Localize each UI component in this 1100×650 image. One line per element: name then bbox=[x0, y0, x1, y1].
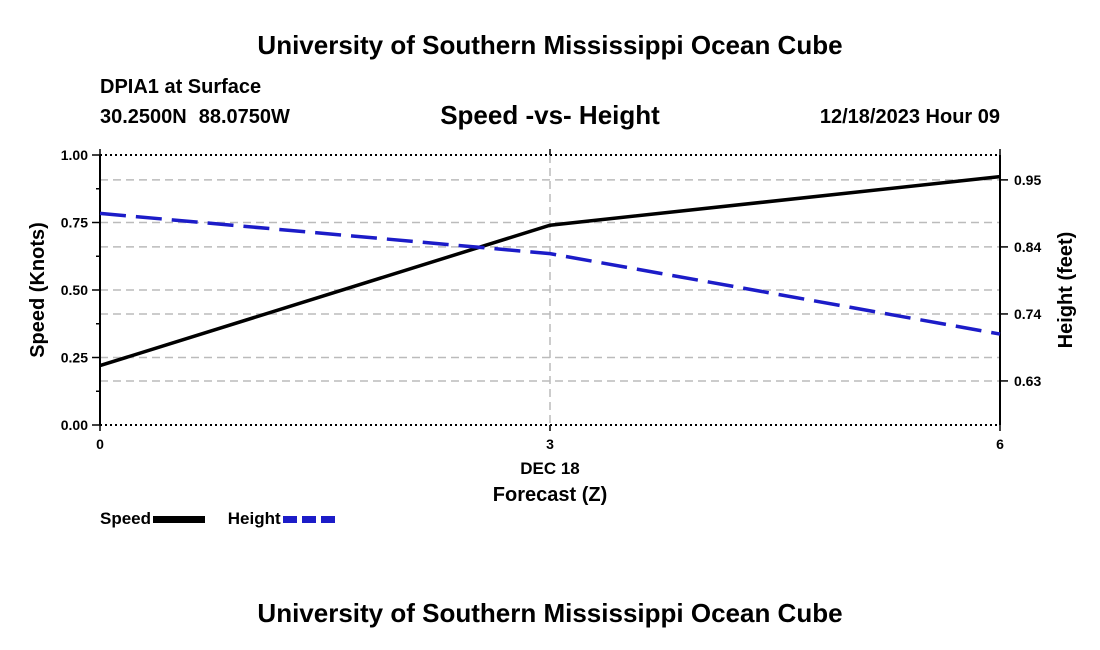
axis-labels: DEC 18 Forecast (Z) Speed (Knots) Height… bbox=[27, 222, 1077, 506]
y-axis-right-title: Height (feet) bbox=[1055, 232, 1077, 349]
page-title: University of Southern Mississippi Ocean… bbox=[257, 30, 843, 60]
y-right-tick-label: 0.63 bbox=[1014, 373, 1041, 389]
chart-title: Speed -vs- Height bbox=[440, 100, 660, 130]
y-right-tick-label: 0.74 bbox=[1014, 306, 1041, 322]
station-label: DPIA1 at Surface bbox=[100, 76, 262, 98]
x-tick-label: 6 bbox=[996, 436, 1004, 452]
forecast-datetime: 12/18/2023 Hour 09 bbox=[819, 106, 1000, 128]
legend: Speed Height bbox=[100, 509, 353, 529]
legend-item-height: Height bbox=[228, 509, 335, 529]
legend-item-speed: Speed bbox=[100, 509, 206, 529]
x-tick-label: 0 bbox=[96, 436, 104, 452]
legend-height-label: Height bbox=[227, 509, 281, 528]
y-left-tick-label: 0.00 bbox=[61, 417, 88, 433]
grid bbox=[100, 155, 1000, 425]
y-right-tick-label: 0.84 bbox=[1014, 239, 1041, 255]
x-axis-title: Forecast (Z) bbox=[493, 484, 607, 506]
legend-speed-swatch bbox=[153, 515, 206, 523]
coordinates: 30.2500N 88.0750W bbox=[100, 106, 290, 129]
footer-title: University of Southern Mississippi Ocean… bbox=[257, 598, 843, 628]
longitude: 88.0750W bbox=[198, 106, 290, 128]
legend-speed-label: Speed bbox=[100, 509, 152, 528]
y-left-tick-label: 1.00 bbox=[61, 147, 88, 163]
y-left-tick-label: 0.25 bbox=[61, 350, 88, 366]
series-speed-line bbox=[99, 174, 1001, 368]
x-date-label: DEC 18 bbox=[520, 459, 580, 478]
x-tick-label: 3 bbox=[546, 436, 554, 452]
latitude: 30.2500N bbox=[100, 106, 187, 128]
y-axis-left-title: Speed (Knots) bbox=[27, 222, 49, 358]
series bbox=[99, 174, 1001, 368]
y-left-tick-label: 0.75 bbox=[61, 215, 88, 231]
series-height-line bbox=[99, 211, 1001, 336]
y-right-tick-label: 0.95 bbox=[1014, 172, 1041, 188]
axes: 0.00 0.25 0.50 0.75 1.00 0.63 0.74 0.84 0.95 0 3 6 bbox=[61, 147, 1042, 452]
legend-height-swatch bbox=[282, 515, 335, 523]
y-left-tick-label: 0.50 bbox=[61, 282, 88, 298]
